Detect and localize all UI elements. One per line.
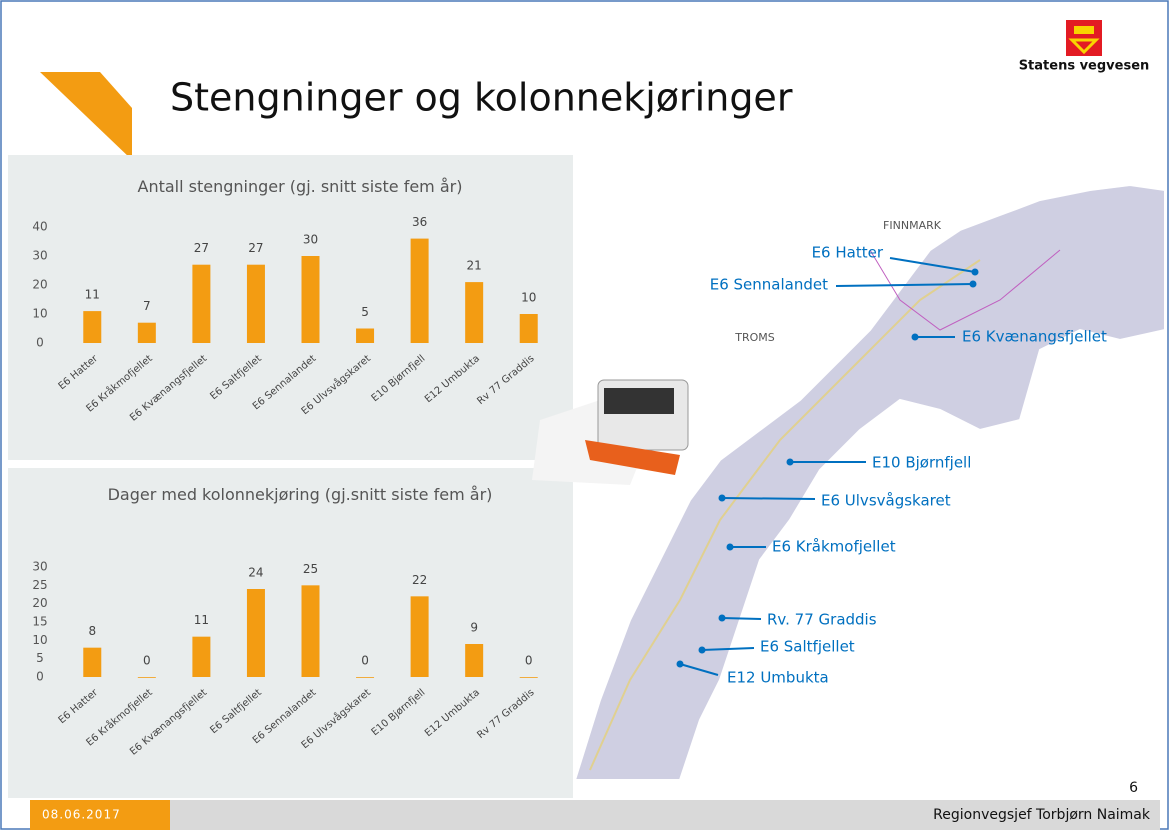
data-label: 36	[412, 215, 427, 229]
map: FINNMARK TROMS	[573, 183, 1166, 781]
date: 08.06.2017	[42, 808, 121, 822]
logo-text: Statens vegvesen	[1019, 59, 1150, 74]
bar	[301, 256, 320, 343]
region-label: FINNMARK	[883, 219, 942, 232]
bar	[519, 677, 538, 678]
y-tick-label: 0	[36, 336, 44, 350]
data-label: 11	[85, 288, 100, 302]
y-tick-label: 5	[36, 651, 44, 665]
pointer-dot	[718, 494, 726, 502]
bar	[465, 644, 484, 677]
road-label: E10 Bjørnfjell	[872, 454, 971, 472]
data-label: 0	[525, 654, 533, 668]
road	[589, 259, 981, 771]
y-tick-label: 20	[32, 278, 47, 292]
map-region	[573, 183, 1166, 781]
data-label: 9	[470, 621, 478, 635]
bar	[356, 677, 375, 678]
bar	[137, 322, 156, 343]
truck-window	[604, 388, 674, 414]
data-label: 8	[88, 624, 96, 638]
slide-title: Stengninger og kolonnekjøringer	[170, 76, 793, 120]
pointer-dot	[911, 333, 919, 341]
y-tick-label: 10	[32, 307, 47, 321]
pointer-line	[721, 617, 762, 620]
data-label: 27	[194, 241, 209, 255]
logo: Statens vegvesen	[1019, 20, 1150, 74]
data-label: 7	[143, 299, 151, 313]
data-label: 25	[303, 562, 318, 576]
logo-mark	[1068, 38, 1100, 55]
pointer-line	[721, 497, 816, 500]
road-label: E6 Saltfjellet	[760, 638, 855, 656]
data-label: 24	[248, 566, 263, 580]
bar	[519, 314, 538, 343]
date-box	[30, 800, 170, 830]
data-label: 11	[194, 613, 209, 627]
bar	[301, 585, 320, 677]
data-label: 22	[412, 573, 427, 587]
data-label: 27	[248, 241, 263, 255]
pointer-line	[835, 283, 974, 287]
y-tick-label: 20	[32, 596, 47, 610]
pointer-dot	[971, 268, 979, 276]
plow-blade	[585, 440, 680, 475]
y-tick-label: 30	[32, 249, 47, 263]
y-tick-label: 30	[32, 560, 47, 574]
data-label: 0	[143, 654, 151, 668]
chart-panel	[8, 468, 573, 798]
bar	[246, 589, 265, 677]
bar	[410, 596, 429, 677]
bar	[83, 311, 102, 343]
border-line	[869, 249, 1061, 331]
footer-text: Regionvegsjef Torbjørn Naimak	[933, 807, 1151, 823]
pointer-dot	[726, 543, 734, 551]
logo-crown	[1074, 26, 1094, 34]
bar	[137, 677, 156, 678]
data-label: 21	[467, 259, 482, 273]
pointer-line	[889, 257, 976, 273]
pointer-dot	[676, 660, 684, 668]
data-label: 5	[361, 305, 369, 319]
road-label: E6 Kråkmofjellet	[772, 538, 896, 556]
pointer-line	[679, 663, 719, 676]
y-tick-label: 0	[36, 670, 44, 684]
corner-shape	[40, 72, 132, 160]
page-number: 6	[1129, 780, 1138, 796]
pointer-dot	[698, 646, 706, 654]
road-label: Rv. 77 Graddis	[767, 611, 877, 629]
data-label: 10	[521, 291, 536, 305]
road-label: E6 Ulvsvågskaret	[821, 492, 951, 510]
y-tick-label: 40	[32, 220, 47, 234]
pointer-dot	[969, 280, 977, 288]
bar	[192, 264, 211, 343]
pointer-dot	[718, 614, 726, 622]
snowplow	[532, 379, 689, 485]
bar	[246, 264, 265, 343]
bar	[83, 647, 102, 677]
road-label: E6 Sennalandet	[710, 276, 828, 294]
region-label: TROMS	[734, 331, 775, 344]
chart-title: Dager med kolonnekjøring (gj.snitt siste…	[107, 485, 493, 504]
road-label: E12 Umbukta	[727, 669, 829, 687]
y-tick-label: 25	[32, 578, 47, 592]
footer-bar	[170, 800, 1160, 830]
bar	[410, 238, 429, 343]
road-label: E6 Kvænangsfjellet	[962, 328, 1107, 346]
y-tick-label: 15	[32, 615, 47, 629]
bar	[192, 636, 211, 677]
bar	[465, 282, 484, 343]
chart-title: Antall stengninger (gj. snitt siste fem …	[137, 177, 463, 196]
bar	[356, 328, 375, 343]
road-label: E6 Hatter	[812, 244, 884, 262]
y-tick-label: 10	[32, 633, 47, 647]
data-label: 30	[303, 233, 318, 247]
pointer-line	[701, 647, 755, 651]
pointer-dot	[786, 458, 794, 466]
data-label: 0	[361, 654, 369, 668]
